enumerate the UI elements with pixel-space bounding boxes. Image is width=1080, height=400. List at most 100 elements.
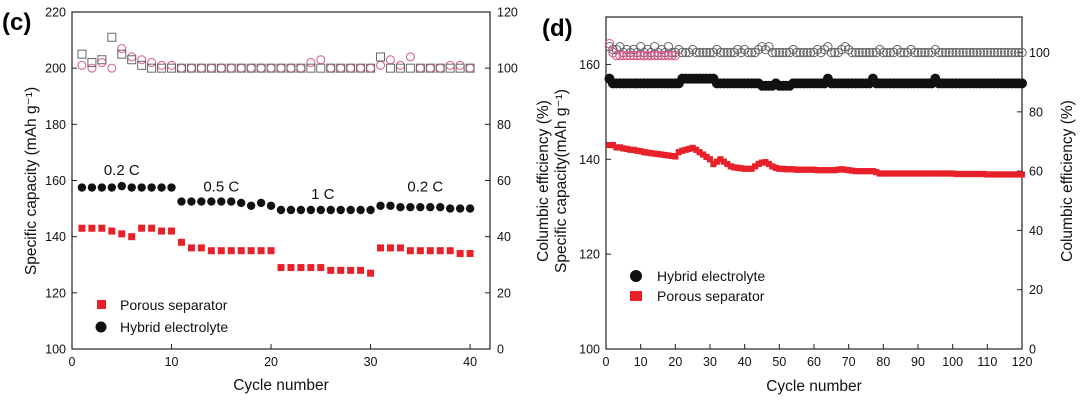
panel-c-point-ce-hybrid — [306, 63, 316, 73]
panel-c-point-porous-separator — [128, 233, 136, 241]
panel-c-point-hybrid-electrolyte — [465, 204, 475, 213]
panel-c-point-hybrid-electrolyte — [386, 201, 395, 210]
panel-d-point-porous-separator — [897, 170, 904, 177]
panel-c-ylabel: Specific capacity (mAh g⁻¹) — [23, 87, 40, 275]
panel-d-point-ce-hybrid — [684, 47, 694, 58]
panel-d-point-ce-hybrid — [937, 47, 947, 58]
panel-d-point-ce-hybrid — [1013, 47, 1024, 58]
panel-d-point-ce-hybrid — [691, 47, 701, 58]
panel-d-point-porous-separator — [641, 149, 648, 156]
panel-c-point-ce-porous — [316, 55, 326, 65]
panel-c-point-hybrid-electrolyte — [416, 202, 425, 212]
panel-c-point-ce-porous — [196, 63, 206, 73]
panel-d-point-ce-hybrid — [972, 47, 982, 58]
panel-d-point-ce-hybrid — [1017, 47, 1027, 58]
panel-d-point-ce-porous — [632, 50, 642, 61]
panel-c-point-ce-porous — [336, 63, 346, 73]
panel-d-point-porous-separator — [842, 166, 849, 173]
panel-d-point-ce-hybrid — [722, 47, 733, 58]
panel-d-point-ce-hybrid — [816, 47, 826, 58]
panel-d-point-ce-hybrid — [809, 47, 819, 58]
panel-c-point-ce-porous — [425, 63, 435, 73]
panel-d-xtick-label: 20 — [668, 355, 682, 369]
panel-d-point-ce-hybrid — [767, 47, 778, 58]
legend-d-porous-marker — [630, 291, 642, 301]
panel-d-point-ce-hybrid — [837, 44, 847, 55]
panel-c-point-ce-hybrid — [465, 63, 475, 73]
panel-d-point-ce-hybrid — [798, 47, 809, 58]
panel-c-point-porous-separator — [416, 247, 424, 255]
panel-d-ylabel: Specific capacity(mAh g⁻¹) — [553, 89, 570, 273]
panel-d-point-porous-separator — [998, 171, 1005, 178]
panel-c-point-ce-hybrid — [455, 63, 465, 73]
panel-d-point-ce-hybrid — [757, 41, 767, 52]
panel-d-point-ce-hybrid — [947, 47, 958, 58]
panel-d-point-ce-hybrid — [694, 47, 705, 58]
panel-d-ytick-label: 120 — [579, 248, 600, 262]
panel-c-point-ce-hybrid — [336, 63, 346, 73]
panel-d-point-porous-separator — [665, 152, 672, 159]
panel-c-annotations: 0.2 C 0.5 C 1 C 0.2 C — [104, 162, 444, 203]
panel-c-point-porous-separator — [406, 247, 414, 255]
panel-d-point-ce-hybrid — [701, 47, 712, 58]
panel-d-point-ce-hybrid — [864, 47, 875, 58]
panel-d-point-ce-hybrid — [913, 47, 923, 58]
panel-c-point-hybrid-electrolyte — [406, 202, 415, 212]
panel-d-point-porous-separator — [914, 170, 922, 177]
panel-c-point-hybrid-electrolyte — [366, 205, 375, 215]
panel-c-point-ce-hybrid — [366, 63, 376, 73]
panel-d-point-ce-hybrid — [934, 47, 944, 58]
panel-d-point-porous-separator — [973, 170, 981, 178]
panel-c-point-hybrid-electrolyte — [286, 205, 296, 215]
panel-d-point-porous-separator — [883, 170, 890, 177]
panel-c-xtick-label: 10 — [165, 355, 179, 369]
panel-c-point-ce-hybrid — [276, 63, 286, 73]
panel-d-point-ce-porous — [656, 50, 667, 61]
panel-c-point-hybrid-electrolyte — [455, 204, 465, 213]
panel-c-y2tick-label: 20 — [497, 286, 511, 300]
panel-c-legend: Porous separator Hybrid electrolyte — [95, 297, 228, 335]
panel-c-point-porous-separator — [237, 247, 245, 255]
panel-c-xtick-label: 20 — [264, 355, 278, 369]
panel-d-point-porous-separator — [762, 159, 769, 166]
panel-d-point-porous-separator — [672, 153, 679, 160]
panel-c-point-hybrid-electrolyte — [246, 201, 256, 210]
panel-c-point-ce-porous — [465, 63, 475, 73]
panel-c-point-ce-hybrid — [157, 63, 167, 73]
panel-c-y2tick-label: 40 — [497, 230, 511, 244]
panel-c-point-ce-hybrid — [415, 63, 425, 73]
panel-d-xtick-label: 30 — [703, 355, 717, 369]
panel-c-point-ce-hybrid — [236, 63, 246, 73]
panel-d-point-porous-separator — [1005, 171, 1012, 178]
panel-c-point-ce-hybrid — [356, 63, 366, 73]
panel-d-point-porous-separator — [800, 166, 807, 173]
panel-d-point-ce-porous — [618, 50, 629, 61]
panel-c-point-ce-hybrid — [216, 63, 226, 73]
panel-c-point-ce-hybrid — [346, 63, 356, 73]
panel-c-point-ce-hybrid — [77, 49, 87, 59]
panel-d-point-porous-separator — [623, 145, 630, 152]
panel-d-point-ce-hybrid — [882, 47, 892, 58]
panel-d-point-ce-porous — [625, 50, 635, 61]
panel-c-point-ce-porous — [176, 63, 186, 73]
panel-d-y2tick-label: 20 — [1029, 283, 1043, 297]
panel-d-xtick-label: 100 — [942, 355, 963, 369]
panel-c-point-ce-porous — [87, 63, 97, 73]
panel-c-point-porous-separator — [367, 269, 375, 277]
panel-d-point-ce-porous — [667, 50, 677, 61]
panel-c-point-porous-separator — [168, 227, 176, 235]
panel-d-point-ce-hybrid — [986, 47, 996, 58]
panel-c-point-porous-separator — [187, 244, 195, 252]
panel-c-point-hybrid-electrolyte — [316, 205, 326, 215]
panel-c-point-porous-separator — [177, 238, 185, 246]
panel-d-point-ce-hybrid — [982, 47, 993, 58]
panel-d-point-porous-separator — [758, 159, 766, 166]
panel-d-point-porous-separator — [828, 167, 835, 174]
panel-d-point-porous-separator — [814, 167, 821, 174]
panel-d-point-porous-separator — [793, 166, 800, 173]
panel-c-annotation: 1 C — [311, 186, 335, 203]
panel-c-ytick-label: 100 — [45, 343, 66, 357]
panel-d-point-ce-hybrid — [743, 47, 753, 58]
panel-c-point-ce-porous — [236, 63, 246, 73]
